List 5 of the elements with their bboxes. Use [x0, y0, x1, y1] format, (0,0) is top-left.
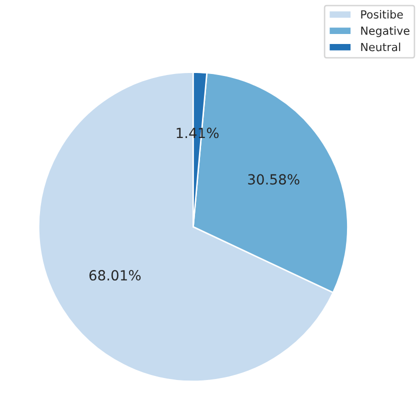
- data-label: 30.58%: [248, 174, 300, 185]
- legend-label: Negative: [361, 26, 410, 38]
- data-label: 68.01%: [89, 270, 141, 281]
- legend-label: Neutral: [361, 42, 400, 52]
- legend-label: Positibe: [361, 10, 403, 19]
